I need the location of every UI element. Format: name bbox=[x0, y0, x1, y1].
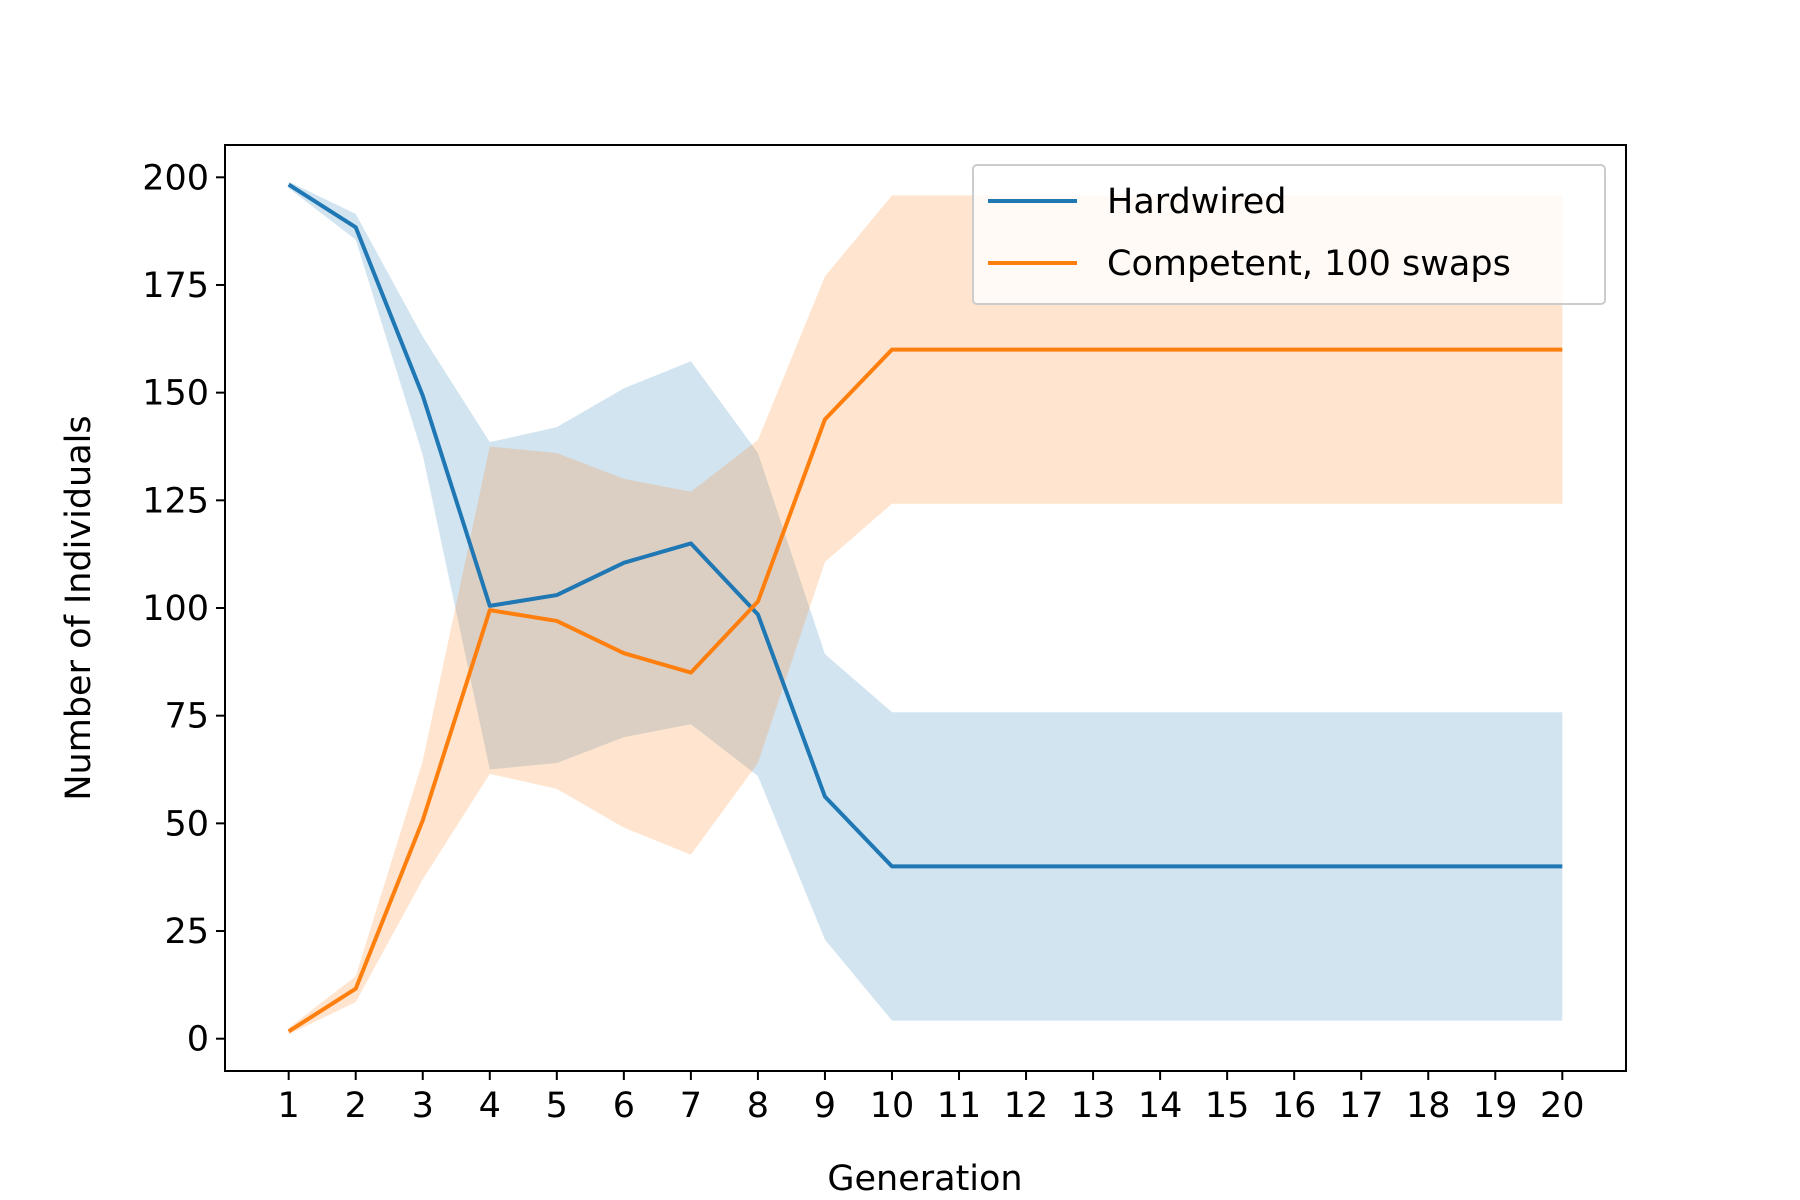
y-tick-label: 125 bbox=[142, 481, 209, 521]
y-tick-label: 25 bbox=[164, 912, 209, 952]
x-tick-label: 7 bbox=[680, 1086, 702, 1126]
y-tick-label: 75 bbox=[164, 697, 209, 737]
legend-label-competent: Competent, 100 swaps bbox=[1107, 244, 1511, 284]
y-axis-label: Number of Individuals bbox=[59, 415, 99, 800]
legend: Hardwired Competent, 100 swaps bbox=[972, 164, 1606, 305]
x-tick-label: 17 bbox=[1339, 1086, 1384, 1126]
x-axis-ticks: 1 2 3 4 5 6 7 8 9 10 11 12 13 14 15 16 17 18 19 20 bbox=[278, 1071, 1585, 1126]
legend-label-hardwired: Hardwired bbox=[1107, 182, 1286, 222]
y-tick-label: 175 bbox=[142, 266, 209, 306]
series-lines bbox=[287, 182, 1563, 1034]
line-hardwired bbox=[287, 182, 1563, 869]
x-tick-label: 11 bbox=[937, 1086, 982, 1126]
x-axis-label: Generation bbox=[827, 1159, 1022, 1199]
x-tick-label: 16 bbox=[1272, 1086, 1317, 1126]
x-tick-label: 12 bbox=[1004, 1086, 1049, 1126]
x-tick-label: 18 bbox=[1406, 1086, 1451, 1126]
x-tick-label: 8 bbox=[747, 1086, 769, 1126]
y-axis-ticks: 0 25 50 75 100 125 150 175 200 bbox=[142, 158, 225, 1060]
line-competent-100-swaps bbox=[287, 347, 1563, 1034]
x-tick-label: 1 bbox=[278, 1086, 300, 1126]
y-tick-label: 100 bbox=[142, 589, 209, 629]
x-tick-label: 5 bbox=[546, 1086, 568, 1126]
x-tick-label: 10 bbox=[870, 1086, 915, 1126]
y-tick-label: 50 bbox=[164, 804, 209, 844]
x-tick-label: 4 bbox=[479, 1086, 501, 1126]
x-tick-label: 9 bbox=[814, 1086, 836, 1126]
legend-box bbox=[972, 164, 1606, 305]
x-tick-label: 6 bbox=[613, 1086, 635, 1126]
y-tick-label: 0 bbox=[187, 1020, 209, 1060]
band-competent-100-swaps bbox=[288, 195, 1563, 1035]
x-tick-label: 13 bbox=[1071, 1086, 1116, 1126]
x-tick-label: 3 bbox=[412, 1086, 434, 1126]
y-tick-label: 200 bbox=[142, 158, 209, 198]
x-tick-label: 20 bbox=[1540, 1086, 1585, 1126]
x-tick-label: 14 bbox=[1138, 1086, 1183, 1126]
x-tick-label: 2 bbox=[345, 1086, 367, 1126]
confidence-bands bbox=[288, 181, 1563, 1035]
y-tick-label: 150 bbox=[142, 374, 209, 414]
x-tick-label: 19 bbox=[1473, 1086, 1518, 1126]
band-hardwired bbox=[288, 181, 1563, 1021]
x-tick-label: 15 bbox=[1205, 1086, 1250, 1126]
